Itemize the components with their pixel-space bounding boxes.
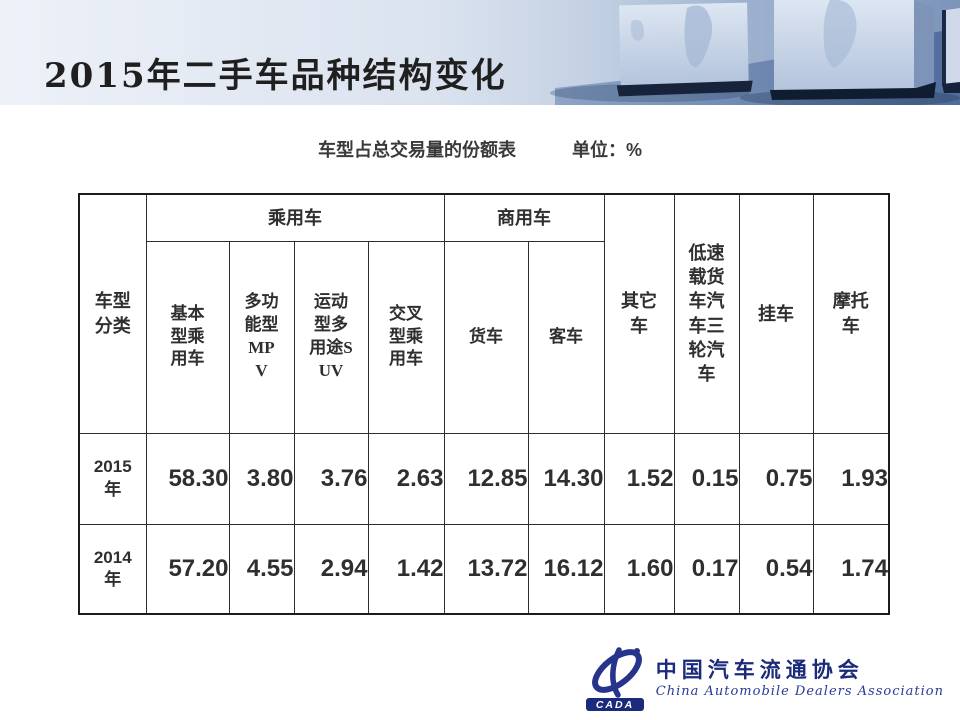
value-cell: 57.20 (145, 523, 230, 615)
value-cell: 1.52 (603, 432, 675, 525)
vehicle-share-table: 车型分类 乘用车 商用车 其它车 低速载货车汽车三轮汽车 挂车 摩托车 基本型乘… (78, 193, 890, 615)
row-label-2015: 2015年 (78, 432, 147, 525)
world-cubes-banner-graphic (0, 0, 960, 105)
value-cell: 1.42 (367, 523, 445, 615)
value-cell: 0.15 (673, 432, 740, 525)
table-row-2014: 2014年 57.20 4.55 2.94 1.42 13.72 16.12 1… (78, 523, 890, 615)
column-header-other: 其它车 (603, 193, 675, 434)
column-header-truck: 货车 (443, 240, 529, 434)
page-title: 2015年二手车品种结构变化 (44, 56, 507, 96)
cada-logo: CADA 中国汽车流通协会 China Automobile Dealers A… (584, 644, 944, 712)
column-header-motorcycle: 摩托车 (812, 193, 890, 434)
value-cell: 0.75 (738, 432, 814, 525)
value-cell: 3.76 (293, 432, 369, 525)
table-caption-row: 车型占总交易量的份额表 单位：% (0, 136, 960, 162)
value-cell: 0.54 (738, 523, 814, 615)
group-header-passenger: 乘用车 (145, 193, 445, 242)
value-cell: 0.17 (673, 523, 740, 615)
column-header-trailer: 挂车 (738, 193, 814, 434)
logo-name-zh: 中国汽车流通协会 (655, 656, 864, 682)
value-cell: 1.60 (603, 523, 675, 615)
banner-decoration (0, 0, 960, 105)
table-caption: 车型占总交易量的份额表 (317, 140, 516, 160)
column-header-crossover: 交叉型乘用车 (367, 240, 445, 434)
column-header-basic-passenger: 基本型乘用车 (145, 240, 230, 434)
value-cell: 13.72 (443, 523, 529, 615)
cada-logo-icon: CADA (585, 647, 644, 711)
value-cell: 4.55 (228, 523, 295, 615)
value-cell: 58.30 (145, 432, 230, 525)
column-header-suv: 运动型多用途SUV (293, 240, 369, 434)
value-cell: 2.63 (367, 432, 445, 525)
logo-acronym: CADA (596, 699, 634, 711)
logo-text: 中国汽车流通协会 China Automobile Dealers Associ… (656, 657, 944, 699)
value-cell: 14.30 (527, 432, 605, 525)
column-header-mpv: 多功能型MPV (228, 240, 295, 434)
value-cell: 16.12 (527, 523, 605, 615)
value-cell: 1.74 (812, 523, 890, 615)
unit-label: 单位：% (571, 140, 642, 160)
group-header-commercial: 商用车 (443, 193, 605, 242)
corner-header-cell: 车型分类 (78, 193, 147, 434)
column-header-lowspeed-truck: 低速载货车汽车三轮汽车 (673, 193, 740, 434)
logo-name-en: China Automobile Dealers Association (655, 684, 944, 700)
value-cell: 1.93 (812, 432, 890, 525)
table-row-2015: 2015年 58.30 3.80 3.76 2.63 12.85 14.30 1… (78, 432, 890, 525)
value-cell: 2.94 (293, 523, 369, 615)
value-cell: 12.85 (443, 432, 529, 525)
column-header-bus: 客车 (527, 240, 605, 434)
row-label-2014: 2014年 (78, 523, 147, 615)
value-cell: 3.80 (228, 432, 295, 525)
corner-header-label: 车型分类 (94, 291, 131, 336)
